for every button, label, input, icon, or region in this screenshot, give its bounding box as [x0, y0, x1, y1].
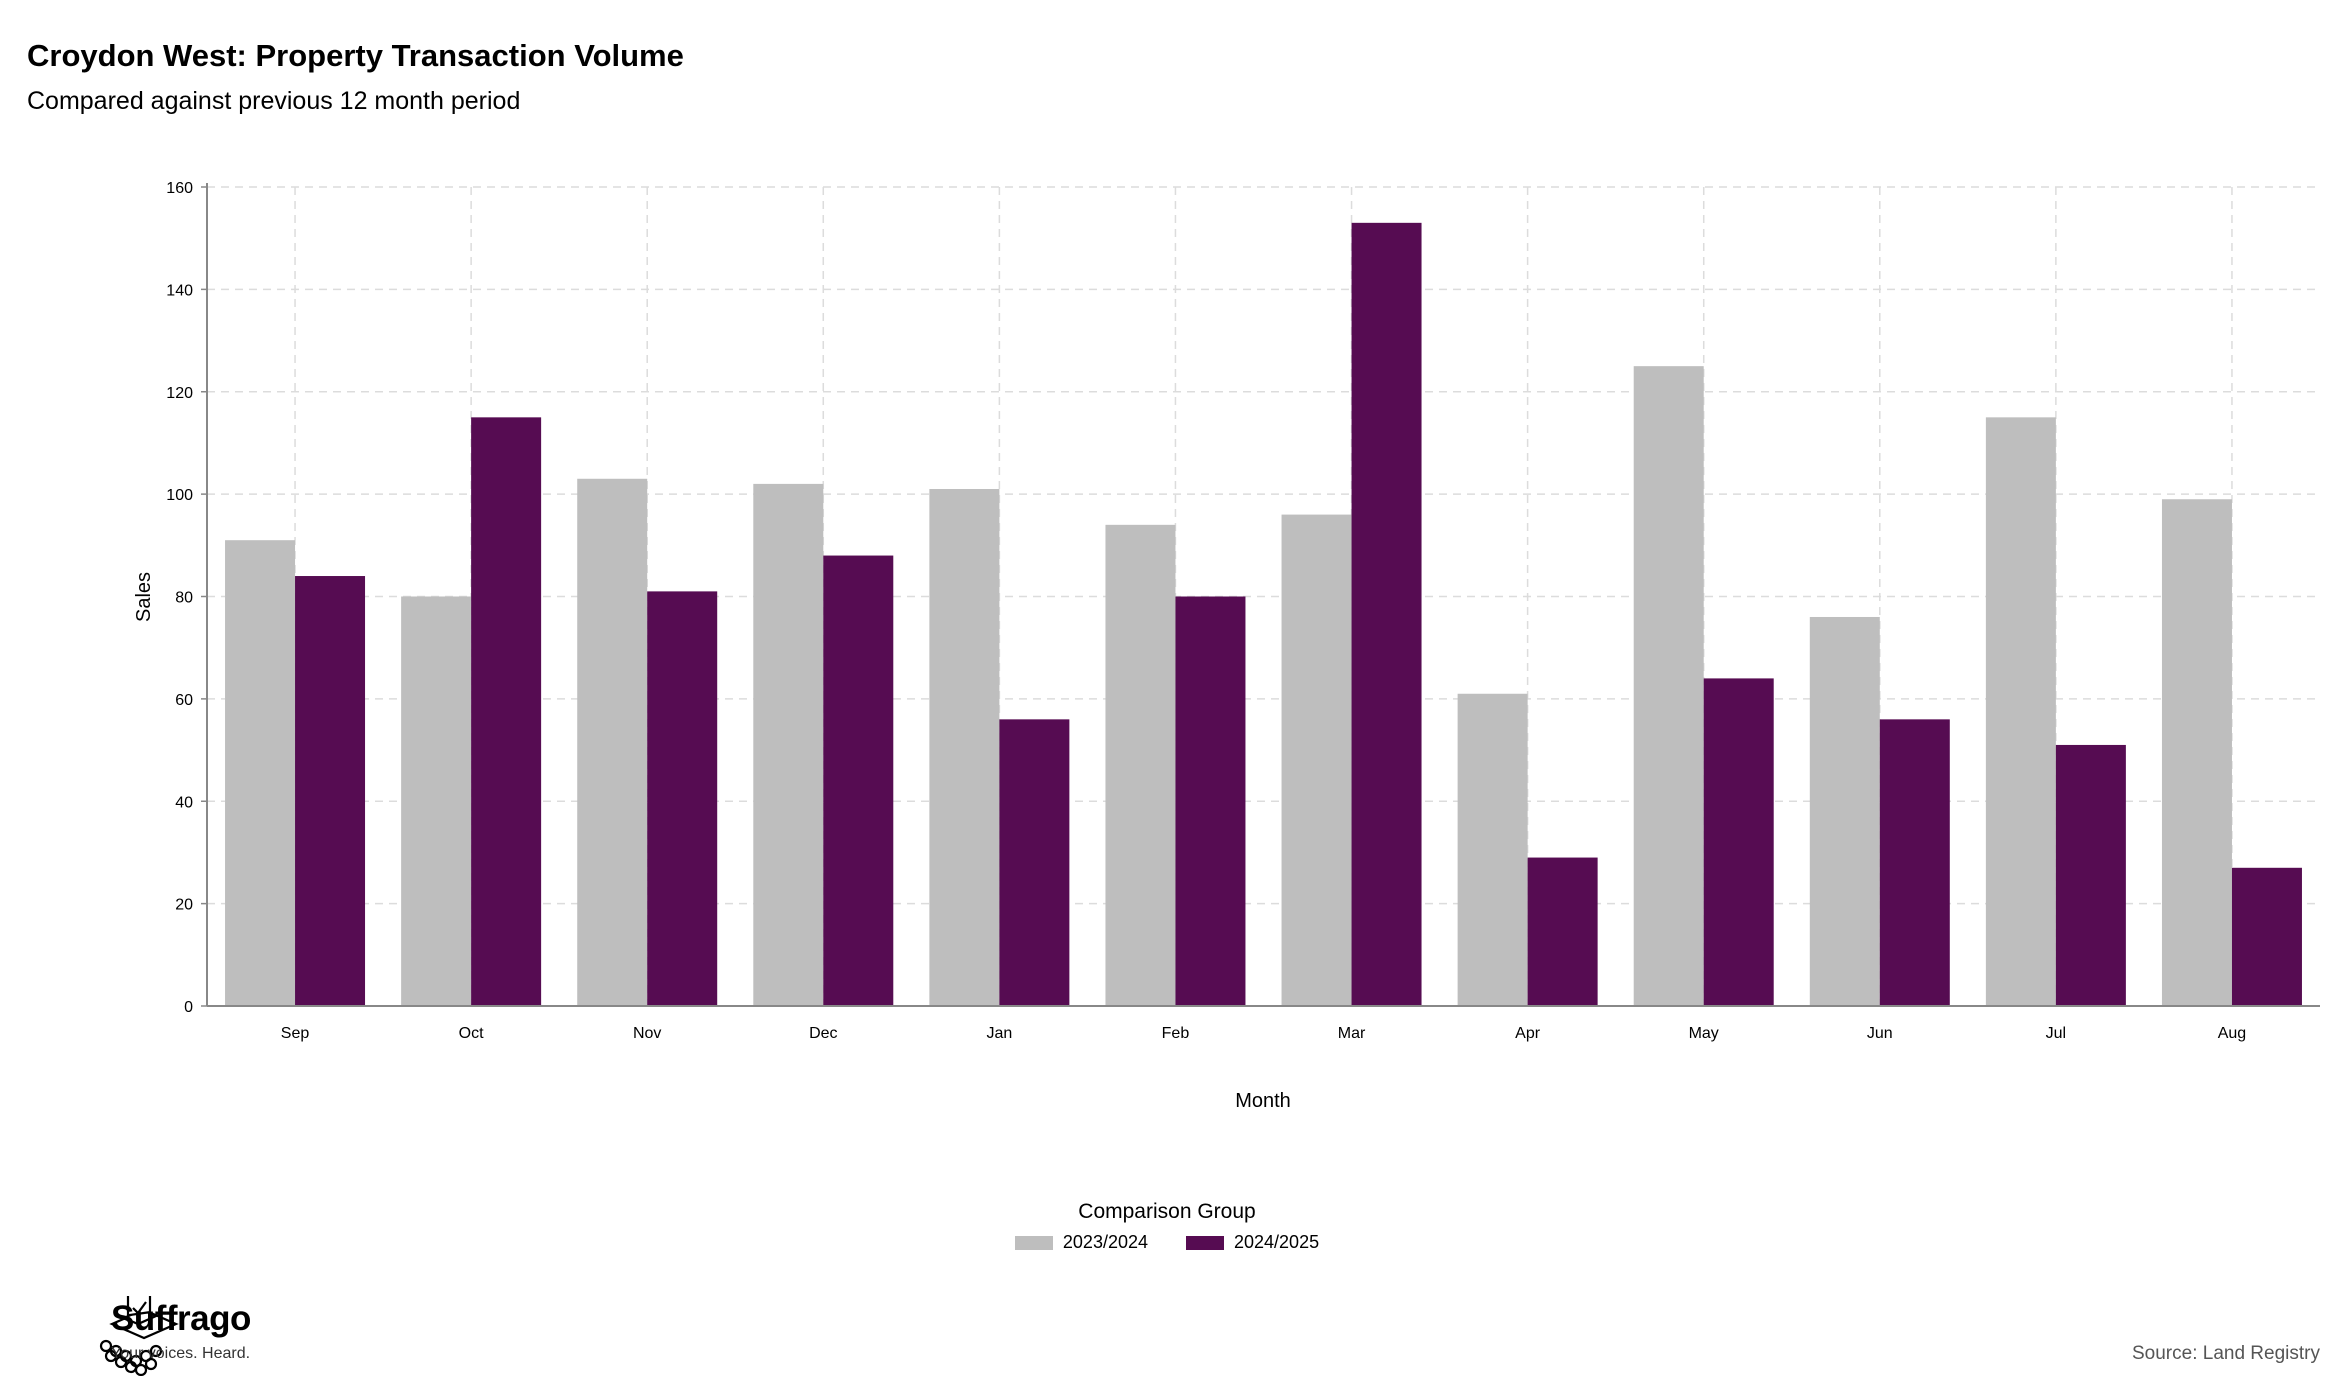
x-tick-label: Dec — [809, 1025, 837, 1042]
y-tick-label: 120 — [166, 385, 193, 402]
bar-2023-2024-dec — [753, 483, 824, 1006]
bar-2023-2024-jun — [1809, 616, 1880, 1006]
y-tick-label: 80 — [175, 590, 193, 607]
y-tick-label: 140 — [166, 282, 193, 299]
bar-2024-2025-jun — [1879, 719, 1950, 1006]
bar-chart: 0 20 40 60 80 100 120 140 160 Sep Oct Nov Dec Jan Feb M… — [133, 180, 2320, 1112]
x-tick-label: Mar — [1338, 1025, 1366, 1042]
bar-2024-2025-oct — [471, 417, 542, 1006]
legend-items: 2023/2024 2024/2025 — [1014, 1232, 1319, 1253]
bar-2023-2024-aug — [2161, 499, 2232, 1006]
bar-2023-2024-jan — [929, 489, 1000, 1007]
bar-2024-2025-sep — [295, 576, 366, 1006]
bar-2023-2024-apr — [1457, 693, 1528, 1006]
bars — [225, 222, 2302, 1007]
bar-2023-2024-nov — [577, 478, 648, 1006]
bar-2024-2025-apr — [1527, 857, 1598, 1006]
legend-title: Comparison Group — [1078, 1200, 1256, 1223]
x-axis-title: Month — [1235, 1090, 1291, 1112]
bar-2023-2024-may — [1633, 366, 1704, 1006]
axes: 0 20 40 60 80 100 120 140 160 Sep Oct Nov Dec Jan Feb M… — [166, 180, 2320, 1042]
source-note: Source: Land Registry — [2132, 1343, 2320, 1364]
legend-item-2023-2024: 2023/2024 — [1014, 1232, 1148, 1253]
y-tick-label: 0 — [184, 999, 193, 1016]
x-tick-label: Apr — [1515, 1025, 1541, 1042]
x-tick-label: Jun — [1867, 1025, 1893, 1042]
legend-swatch — [1014, 1235, 1053, 1250]
bar-2023-2024-jul — [1985, 417, 2056, 1006]
bar-2024-2025-jul — [2055, 744, 2126, 1006]
bar-2024-2025-feb — [1175, 596, 1246, 1006]
brand-name: Suffrago — [111, 1299, 251, 1338]
bar-2023-2024-sep — [225, 540, 296, 1006]
y-tick-label: 20 — [175, 897, 193, 914]
x-tick-label: Oct — [459, 1025, 484, 1042]
legend-label: 2024/2025 — [1234, 1232, 1320, 1252]
bar-2024-2025-jan — [999, 719, 1070, 1006]
y-tick-label: 40 — [175, 794, 193, 811]
bar-2024-2025-aug — [2231, 867, 2302, 1006]
x-tick-label: Aug — [2218, 1025, 2246, 1042]
bar-2023-2024-mar — [1281, 514, 1352, 1006]
x-tick-label: Nov — [633, 1025, 661, 1042]
bar-2024-2025-nov — [647, 591, 718, 1006]
bar-2024-2025-mar — [1351, 222, 1422, 1007]
brand-tagline: Your voices. Heard. — [111, 1345, 251, 1362]
y-tick-label: 60 — [175, 692, 193, 709]
x-tick-label: May — [1689, 1025, 1719, 1042]
legend-label: 2023/2024 — [1062, 1232, 1148, 1252]
chart-title: Croydon West: Property Transaction Volum… — [27, 38, 684, 73]
x-tick-label: Jan — [986, 1025, 1012, 1042]
bar-2023-2024-feb — [1105, 524, 1176, 1006]
legend-swatch — [1186, 1235, 1224, 1250]
legend-item-2024-2025: 2024/2025 — [1186, 1232, 1319, 1253]
y-tick-label: 100 — [166, 487, 193, 504]
y-tick-label: 160 — [166, 180, 193, 197]
x-tick-label: Sep — [281, 1025, 310, 1042]
x-tick-label: Jul — [2046, 1025, 2066, 1042]
bar-2024-2025-may — [1703, 678, 1774, 1006]
ballot-box-icon — [99, 1296, 179, 1376]
chart-subtitle: Compared against previous 12 month perio… — [27, 87, 521, 115]
legend: Comparison Group 2023/2024 2024/2025 — [0, 1200, 2334, 1255]
y-axis-title: Sales — [133, 572, 155, 622]
x-tick-label: Feb — [1162, 1025, 1190, 1042]
bar-2024-2025-dec — [823, 555, 894, 1006]
bar-2023-2024-oct — [401, 596, 472, 1006]
